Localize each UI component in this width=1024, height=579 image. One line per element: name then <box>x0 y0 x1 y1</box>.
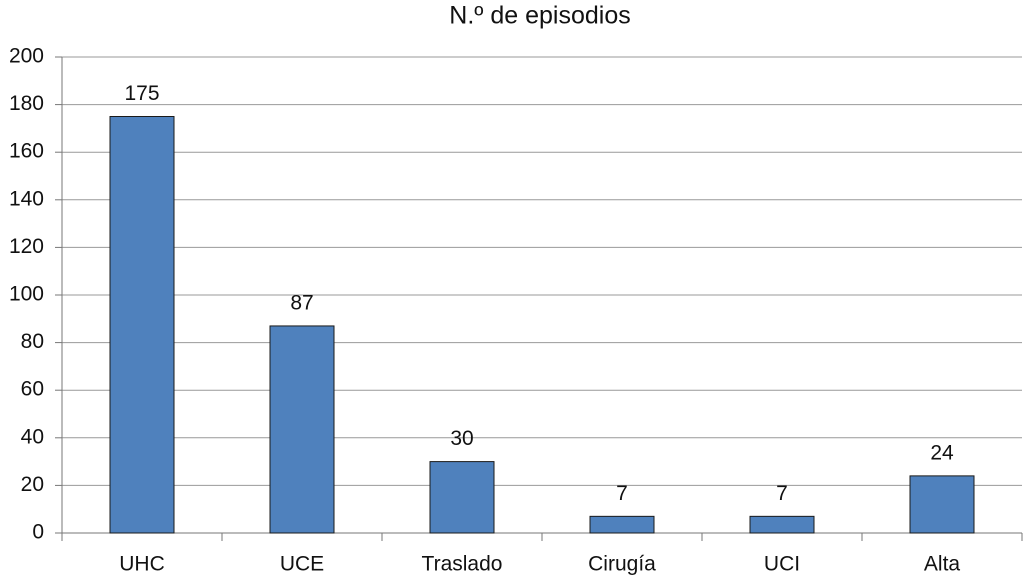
bar <box>109 116 175 534</box>
data-label: 7 <box>616 482 628 505</box>
x-tick-label: UCE <box>280 553 324 576</box>
x-tick-label: Cirugía <box>588 553 656 576</box>
y-tick-label: 20 <box>21 473 44 496</box>
bar <box>429 461 495 534</box>
bar <box>749 515 815 534</box>
y-tick-label: 80 <box>21 330 44 353</box>
y-tick-label: 60 <box>21 378 44 401</box>
data-label: 175 <box>124 82 159 105</box>
bar <box>269 325 335 534</box>
bar <box>589 515 655 534</box>
data-label: 87 <box>290 291 313 314</box>
y-tick-label: 40 <box>21 425 44 448</box>
y-tick-label: 160 <box>9 140 44 163</box>
data-label: 24 <box>930 441 954 464</box>
y-tick-label: 180 <box>9 92 44 115</box>
y-tick-label: 120 <box>9 235 44 258</box>
y-tick-label: 140 <box>9 187 44 210</box>
x-tick-label: UHC <box>119 553 165 576</box>
y-tick-label: 100 <box>9 283 44 306</box>
chart-title: N.º de episodios <box>449 2 630 30</box>
data-label: 7 <box>776 482 788 505</box>
y-tick-label: 0 <box>32 521 44 544</box>
x-tick-label: Alta <box>924 553 961 576</box>
bar <box>909 475 975 534</box>
x-tick-label: UCI <box>764 553 800 576</box>
y-tick-label: 200 <box>9 45 44 68</box>
x-tick-label: Traslado <box>422 553 503 576</box>
data-label: 30 <box>450 427 473 450</box>
